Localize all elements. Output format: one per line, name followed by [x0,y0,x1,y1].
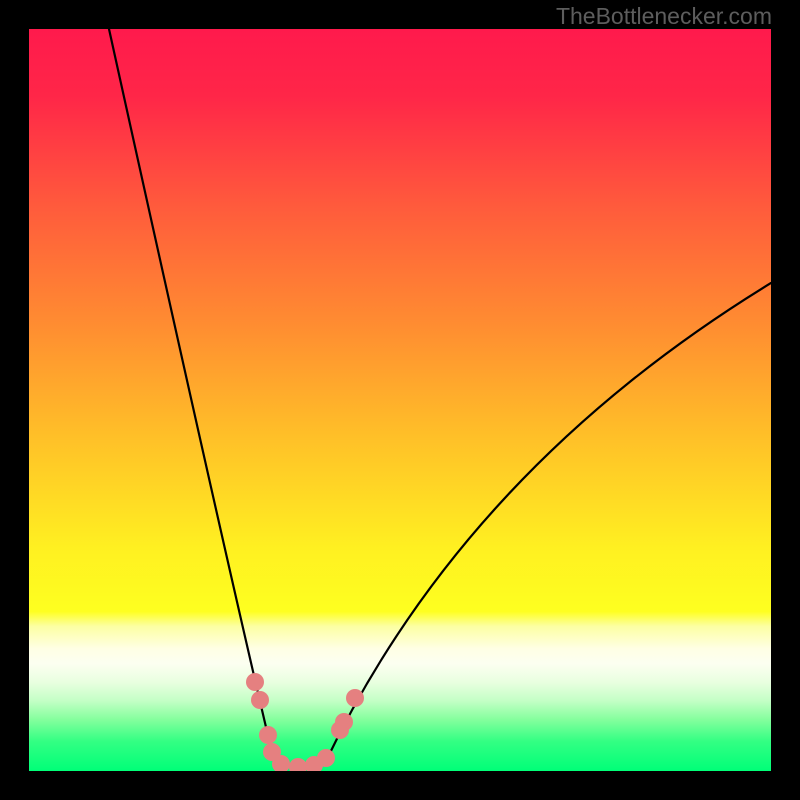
watermark-text: TheBottlenecker.com [556,3,772,30]
curve-marker [259,726,277,744]
chart-overlay-svg [0,0,800,800]
curve-marker [335,713,353,731]
curve-marker [346,689,364,707]
chart-stage: TheBottlenecker.com [0,0,800,800]
curve-marker [317,749,335,767]
curve-marker [272,755,290,773]
curve-marker [246,673,264,691]
curve-marker [289,758,307,776]
curve-marker [251,691,269,709]
bottleneck-curve [109,29,771,767]
chart-frame [29,29,771,771]
